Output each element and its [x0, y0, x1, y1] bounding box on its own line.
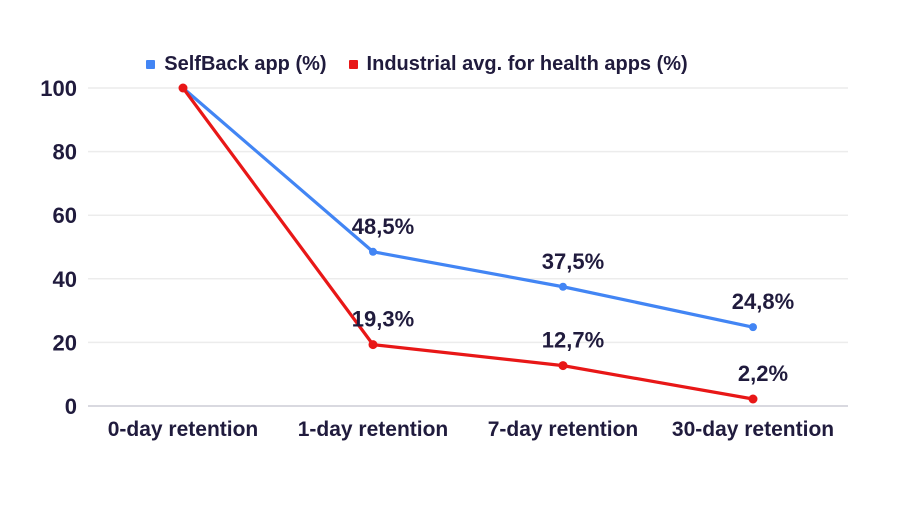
- data-point: [559, 282, 567, 291]
- data-point-label: 19,3%: [352, 307, 414, 332]
- data-point-label: 37,5%: [542, 249, 604, 274]
- y-axis-tick-label: 20: [53, 330, 77, 355]
- data-point: [178, 83, 188, 93]
- legend-label-selfback: SelfBack app (%): [164, 53, 327, 75]
- y-axis-tick-label: 60: [53, 203, 77, 228]
- data-point: [558, 361, 568, 371]
- data-point-label: 12,7%: [542, 328, 604, 353]
- y-axis-tick-label: 80: [53, 140, 77, 165]
- y-axis-tick-label: 40: [53, 267, 77, 292]
- data-point: [369, 247, 377, 256]
- x-axis-category-label: 7-day retention: [488, 418, 639, 441]
- data-point-label: 2,2%: [738, 361, 788, 386]
- legend-item-industrial: Industrial avg. for health apps (%): [348, 52, 688, 76]
- data-point: [748, 394, 758, 404]
- series-line-1: [181, 86, 755, 401]
- chart-legend: SelfBack app (%) Industrial avg. for hea…: [0, 52, 834, 76]
- data-point: [749, 323, 757, 332]
- x-axis-category-label: 0-day retention: [108, 418, 259, 441]
- data-point-label: 24,8%: [732, 289, 794, 314]
- y-axis-tick-label: 100: [40, 76, 77, 101]
- data-point: [368, 340, 378, 350]
- x-axis-category-label: 30-day retention: [672, 418, 834, 441]
- legend-item-selfback: SelfBack app (%): [146, 52, 327, 76]
- series-line-0: [181, 86, 755, 329]
- legend-label-industrial: Industrial avg. for health apps (%): [366, 53, 688, 75]
- data-point-label: 48,5%: [352, 214, 414, 239]
- legend-swatch-blue-icon: [146, 59, 156, 69]
- x-axis-category-label: 1-day retention: [298, 418, 449, 441]
- legend-swatch-red-icon: [348, 59, 358, 69]
- y-axis-tick-label: 0: [65, 394, 77, 419]
